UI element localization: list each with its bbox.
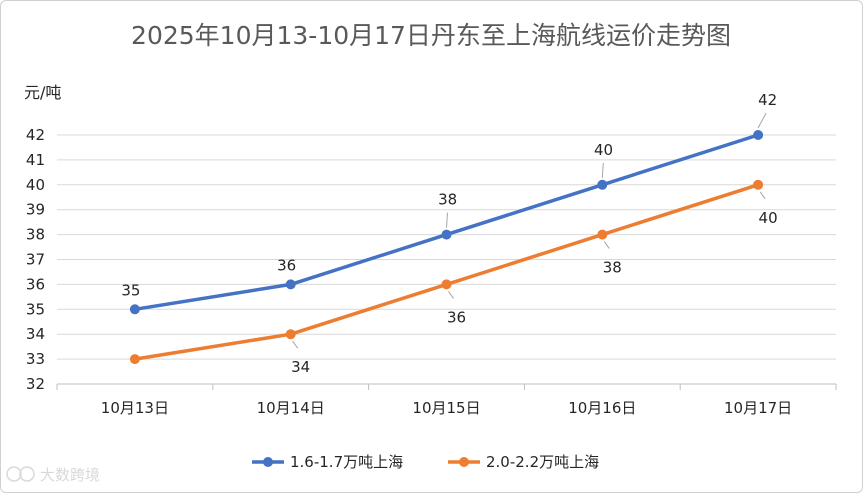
data-point: [129, 354, 140, 365]
watermark-text: 大数跨境: [40, 466, 100, 484]
data-point: [441, 279, 452, 290]
y-tick-label: 40: [26, 176, 45, 194]
data-point: [441, 229, 452, 240]
legend-label: 2.0-2.2万吨上海: [486, 453, 599, 471]
data-label-leader: [448, 291, 454, 299]
x-tick-label: 10月14日: [257, 399, 325, 417]
x-tick-label: 10月17日: [724, 399, 792, 417]
y-axis-unit-label: 元/吨: [24, 83, 61, 102]
y-tick-label: 41: [26, 151, 45, 169]
legend: 1.6-1.7万吨上海 2.0-2.2万吨上海: [252, 453, 599, 471]
data-label-leader: [603, 241, 610, 249]
data-point: [285, 279, 296, 290]
y-tick-label: 35: [26, 300, 45, 318]
y-axis-ticks: 32 33 34 35 36 37 38 39 40 41 42: [26, 126, 45, 393]
data-label: 36: [277, 256, 296, 274]
data-label: 38: [603, 259, 622, 277]
legend-swatch-marker: [263, 457, 273, 467]
series-line: [133, 183, 760, 361]
data-label-leader: [292, 340, 299, 349]
y-tick-label: 32: [26, 375, 45, 393]
data-label-leader: [446, 212, 448, 228]
data-label: 40: [759, 209, 778, 227]
x-tick-label: 10月15日: [412, 399, 480, 417]
y-tick-label: 33: [26, 350, 45, 368]
data-label: 34: [291, 358, 310, 376]
y-tick-label: 38: [26, 226, 45, 244]
y-tick-label: 37: [26, 251, 45, 269]
chart-title: 2025年10月13-10月17日丹东至上海航线运价走势图: [131, 21, 731, 50]
y-tick-label: 42: [26, 126, 45, 144]
data-point: [597, 179, 608, 190]
data-labels: 35 36 38 40 42 34 36 38 40: [121, 91, 777, 376]
data-label: 38: [438, 191, 457, 209]
legend-label: 1.6-1.7万吨上海: [290, 453, 403, 471]
y-tick-label: 39: [26, 201, 45, 219]
data-label-leader: [759, 191, 766, 200]
watermark: 大数跨境: [6, 466, 100, 484]
x-tick-label: 10月16日: [568, 399, 636, 417]
x-tick-label: 10月13日: [101, 399, 169, 417]
data-label: 36: [447, 308, 466, 326]
x-axis-ticks: 10月13日 10月14日 10月15日 10月16日 10月17日: [56, 384, 837, 417]
data-label: 42: [758, 91, 777, 109]
data-label-leader: [601, 162, 604, 178]
data-point: [285, 329, 296, 340]
gridlines: [57, 134, 836, 385]
data-point: [129, 304, 140, 315]
watermark-logo-icon: [6, 466, 22, 482]
series-lines: [129, 130, 764, 365]
data-point: [753, 130, 764, 140]
legend-swatch-marker: [459, 457, 469, 467]
data-label: 40: [594, 141, 613, 159]
y-tick-label: 34: [26, 325, 45, 343]
data-point: [597, 229, 608, 240]
y-tick-label: 36: [26, 275, 45, 293]
data-point: [753, 179, 764, 190]
data-label: 35: [121, 281, 140, 299]
watermark-logo-icon-2: [19, 466, 35, 482]
data-label-leader: [757, 112, 767, 129]
